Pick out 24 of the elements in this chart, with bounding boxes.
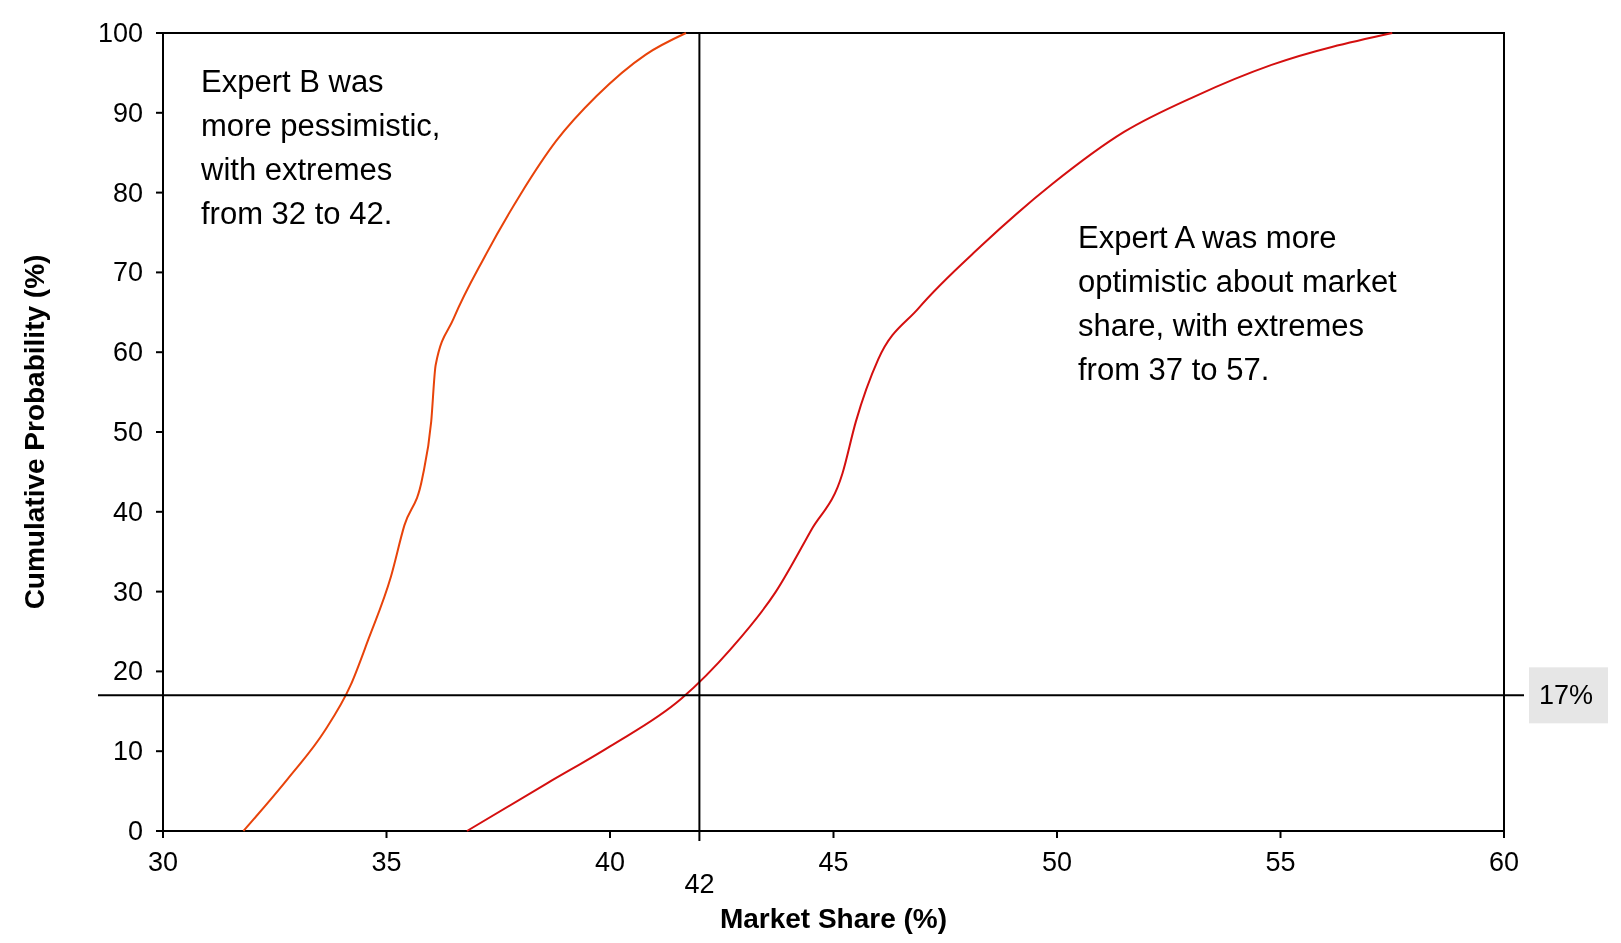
x-tick-label: 50 xyxy=(1041,847,1073,877)
annotation: Expert A was more optimistic about market share, with extremes from 37 to 57. xyxy=(1078,220,1398,387)
y-tick-label: 70 xyxy=(112,257,143,288)
x-tick-label: 60 xyxy=(1488,847,1520,877)
y-tick-label: 80 xyxy=(112,177,143,208)
y-tick-label: 60 xyxy=(112,337,143,368)
y-tick-label: 100 xyxy=(97,18,143,48)
y-tick-label: 0 xyxy=(127,816,143,846)
x-tick-label: 45 xyxy=(818,847,849,877)
y-tick-label: 10 xyxy=(112,736,143,767)
x-tick-label: 55 xyxy=(1265,847,1296,877)
x-tick-label: 30 xyxy=(147,847,179,877)
ref-line-label: 42 xyxy=(684,869,715,899)
x-tick-label: 35 xyxy=(371,847,402,877)
annotation: Expert B was more pessimistic, with extremes from 32 to 42. xyxy=(200,64,441,231)
x-axis-title: Market Share (%) xyxy=(719,903,948,934)
y-tick-label: 30 xyxy=(112,576,143,607)
y-tick-label: 20 xyxy=(112,656,143,687)
y-tick-label: 50 xyxy=(112,417,143,447)
x-tick-label: 40 xyxy=(594,847,626,877)
y-tick-label: 40 xyxy=(112,496,143,527)
y-tick-label: 90 xyxy=(112,97,143,128)
y-axis-title: Cumulative Probability (%) xyxy=(19,254,50,610)
ref-line-label: 17% xyxy=(1538,680,1594,711)
